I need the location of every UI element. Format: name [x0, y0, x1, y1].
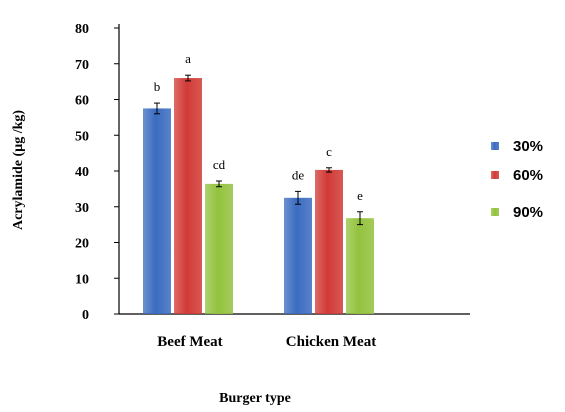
x-tick-label: Chicken Meat — [286, 334, 376, 350]
y-tick-label: 70 — [75, 58, 89, 73]
significance-letter: de — [292, 167, 305, 182]
legend-label: 30% — [513, 138, 543, 155]
legend: 30% 60% 90% — [491, 138, 543, 221]
bar — [143, 108, 171, 314]
x-axis: Beef Meat Chicken Meat — [119, 313, 470, 350]
bar — [174, 78, 202, 314]
y-tick-label: 80 — [75, 22, 89, 37]
bar — [346, 218, 374, 314]
bar — [284, 197, 312, 314]
bar — [315, 169, 343, 314]
legend-label: 60% — [513, 167, 543, 184]
significance-letter: cd — [213, 157, 226, 172]
bar-group: b a cd de c e — [143, 51, 374, 314]
y-tick-label: 40 — [75, 165, 89, 180]
legend-swatch — [491, 208, 499, 216]
y-tick-label: 60 — [75, 94, 89, 109]
legend-swatch — [491, 171, 499, 179]
y-tick-label: 30 — [75, 201, 89, 216]
significance-letter: b — [154, 79, 161, 94]
y-tick-label: 50 — [75, 129, 89, 144]
legend-swatch — [491, 142, 499, 150]
x-axis-title: Burger type — [219, 391, 291, 406]
significance-letter: a — [185, 51, 191, 66]
legend-label: 90% — [513, 204, 543, 221]
y-axis-title: Acrylamide (µg /kg) — [11, 110, 26, 230]
y-tick-label: 0 — [82, 308, 89, 323]
y-tick-label: 20 — [75, 237, 89, 252]
y-axis: 0 10 20 30 40 50 60 70 80 — [75, 22, 120, 323]
bar — [205, 183, 233, 314]
y-tick-label: 10 — [75, 272, 89, 287]
x-tick-label: Beef Meat — [157, 334, 222, 350]
significance-letter: c — [326, 144, 332, 159]
significance-letter: e — [357, 188, 363, 203]
